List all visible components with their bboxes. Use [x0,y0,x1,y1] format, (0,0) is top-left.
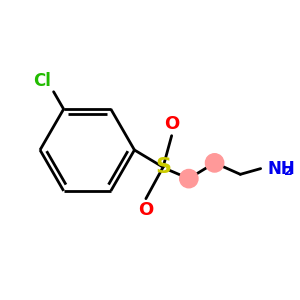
Text: NH: NH [268,160,295,178]
Circle shape [206,154,224,172]
Text: O: O [138,201,154,219]
Text: O: O [164,115,179,133]
Text: 2: 2 [284,165,293,178]
Text: S: S [155,157,171,177]
Circle shape [180,169,198,188]
Text: Cl: Cl [33,72,51,90]
